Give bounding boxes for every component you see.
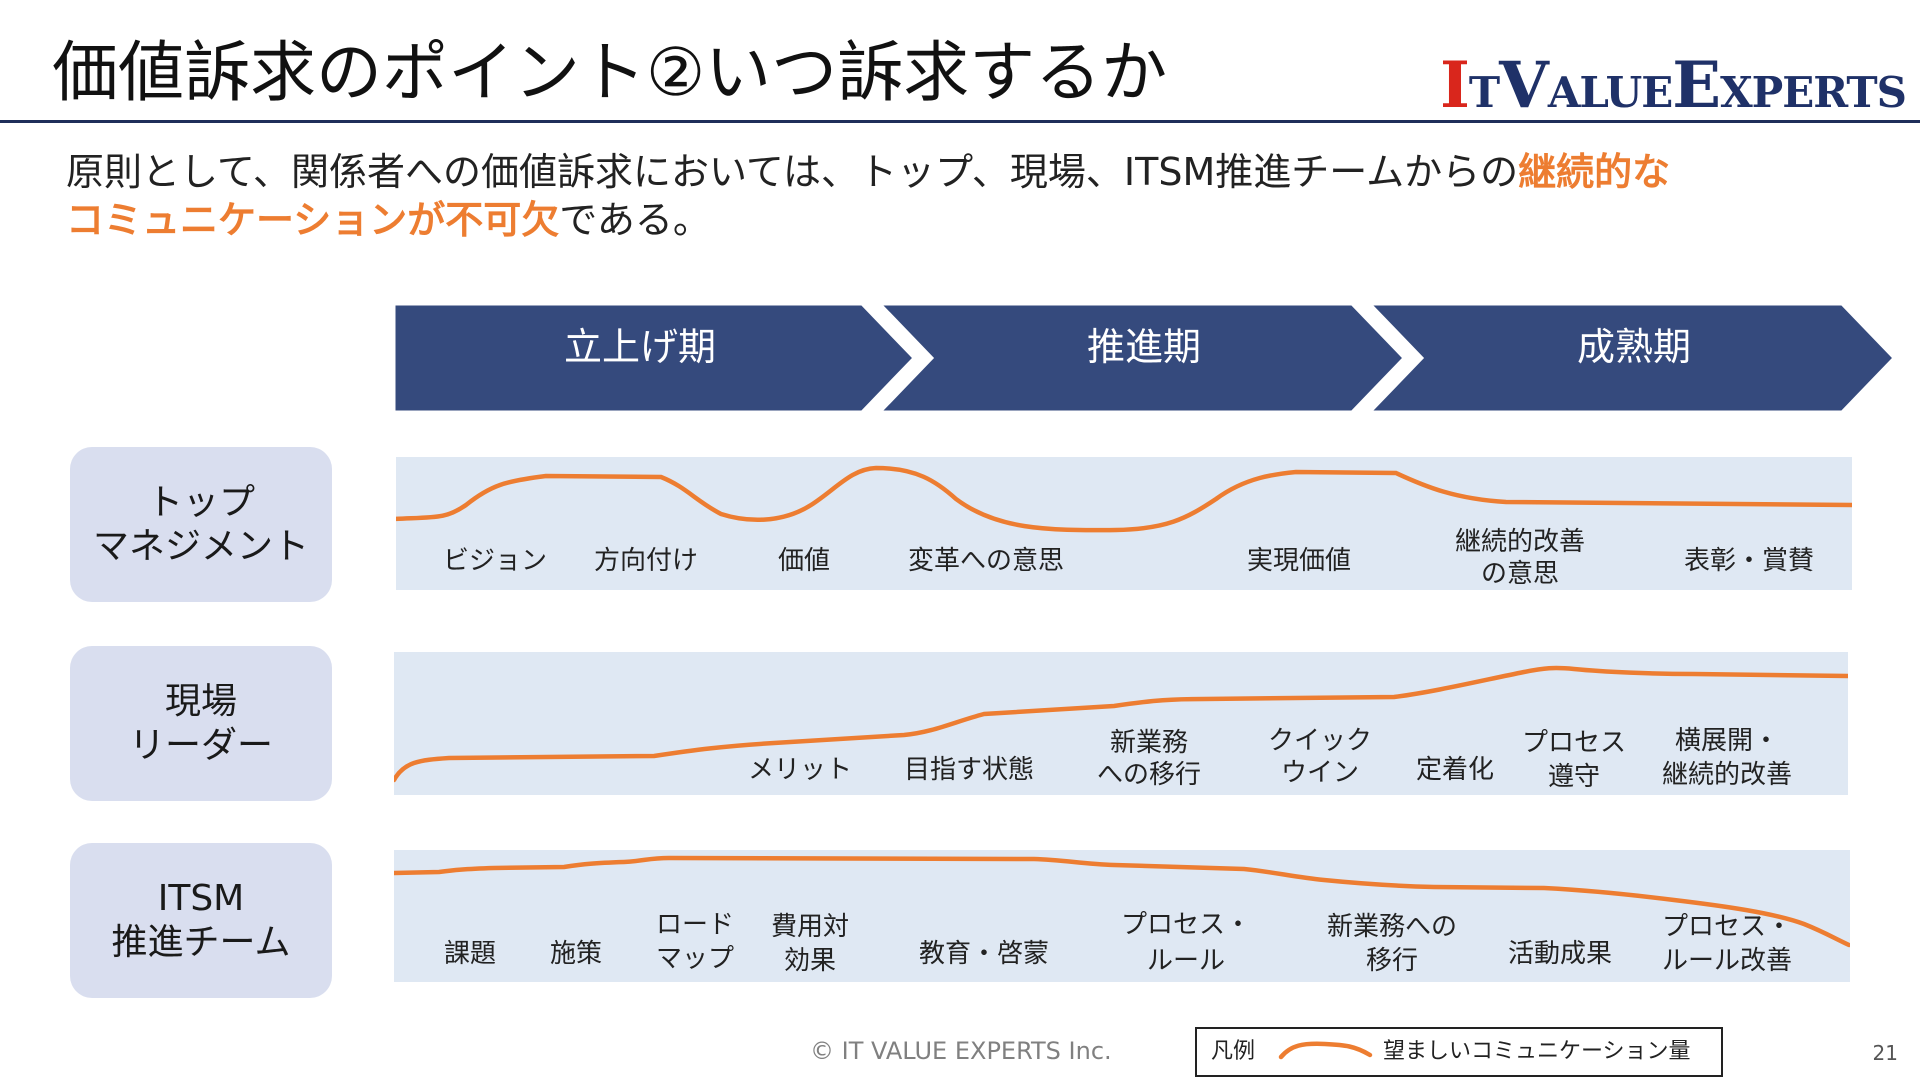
keyword: 費用対 — [770, 912, 850, 942]
keyword: 実現価値 — [1246, 546, 1352, 576]
field-leader-curve — [394, 665, 1848, 783]
row-label-itsm-team: ITSM 推進チーム — [70, 843, 332, 998]
keyword: 定着化 — [1415, 755, 1495, 785]
copyright: © IT VALUE EXPERTS Inc. — [810, 1037, 1112, 1065]
phase-chevron-3 — [1366, 302, 1897, 414]
keyword: 方向付け — [593, 546, 699, 576]
top-management-curve — [396, 465, 1852, 533]
itsm-team-band — [394, 850, 1850, 982]
keyword: クイック — [1267, 726, 1373, 756]
company-logo: I T V ALUE E XPERTS — [1439, 48, 1907, 123]
keyword: ルール — [1146, 946, 1226, 976]
keyword: 表彰・賞賛 — [1683, 546, 1815, 576]
phase-label-1: 立上げ期 — [563, 325, 716, 369]
legend-curve-sample — [1278, 1041, 1373, 1060]
keyword: 新業務 — [1109, 728, 1189, 758]
row-label-field-leader: 現場 リーダー — [70, 646, 332, 801]
keyword: の意思 — [1480, 559, 1560, 589]
keyword: プロセス・ — [1661, 912, 1793, 942]
phase-chevron-1 — [392, 302, 917, 414]
field-leader-band — [394, 652, 1848, 795]
phase-label-2: 推進期 — [1086, 325, 1201, 369]
legend-label: 望ましいコミュニケーション量 — [1383, 1039, 1691, 1064]
row-label-top-management: トップ マネジメント — [70, 447, 332, 602]
keyword: 変革への意思 — [907, 546, 1065, 576]
phase-chevron-2 — [876, 302, 1407, 414]
keyword: 施策 — [549, 939, 603, 969]
phase-chevrons — [392, 302, 1897, 414]
phase-label-3: 成熟期 — [1576, 325, 1691, 369]
page-number: 21 — [1872, 1041, 1898, 1065]
legend-title: 凡例 — [1211, 1039, 1256, 1064]
keyword: 遵守 — [1547, 762, 1601, 792]
keyword: 新業務への — [1326, 912, 1458, 942]
keyword: 移行 — [1365, 946, 1419, 976]
keyword: 価値 — [777, 546, 831, 576]
keyword: 横展開・ — [1674, 726, 1780, 756]
keyword: 教育・啓蒙 — [918, 939, 1050, 969]
keyword: 継続的改善 — [1454, 527, 1586, 557]
keyword: プロセス — [1521, 728, 1627, 758]
keyword: 目指す状態 — [903, 755, 1035, 785]
legend: 凡例 望ましいコミュニケーション量 — [1195, 1027, 1723, 1077]
keyword: メリット — [747, 755, 853, 785]
lead-text: 原則として、関係者への価値訴求においては、トップ、現場、ITSM推進チームからの… — [66, 150, 1671, 242]
keyword: 継続的改善 — [1661, 760, 1793, 790]
keyword: 課題 — [443, 939, 497, 969]
itsm-team-curve — [394, 855, 1850, 948]
keyword: 活動成果 — [1507, 939, 1613, 969]
keyword: ウイン — [1280, 758, 1360, 788]
keyword: マップ — [655, 944, 735, 974]
top-management-band — [396, 457, 1852, 590]
title-underline — [0, 120, 1920, 123]
keyword: への移行 — [1096, 760, 1202, 790]
keyword: ビジョン — [442, 546, 548, 576]
keyword: ルール改善 — [1661, 946, 1793, 976]
keyword: プロセス・ — [1120, 910, 1252, 940]
keyword: 効果 — [783, 946, 837, 976]
keyword: ロード — [655, 910, 735, 940]
slide-title: 価値訴求のポイント②いつ訴求するか — [52, 34, 1168, 111]
